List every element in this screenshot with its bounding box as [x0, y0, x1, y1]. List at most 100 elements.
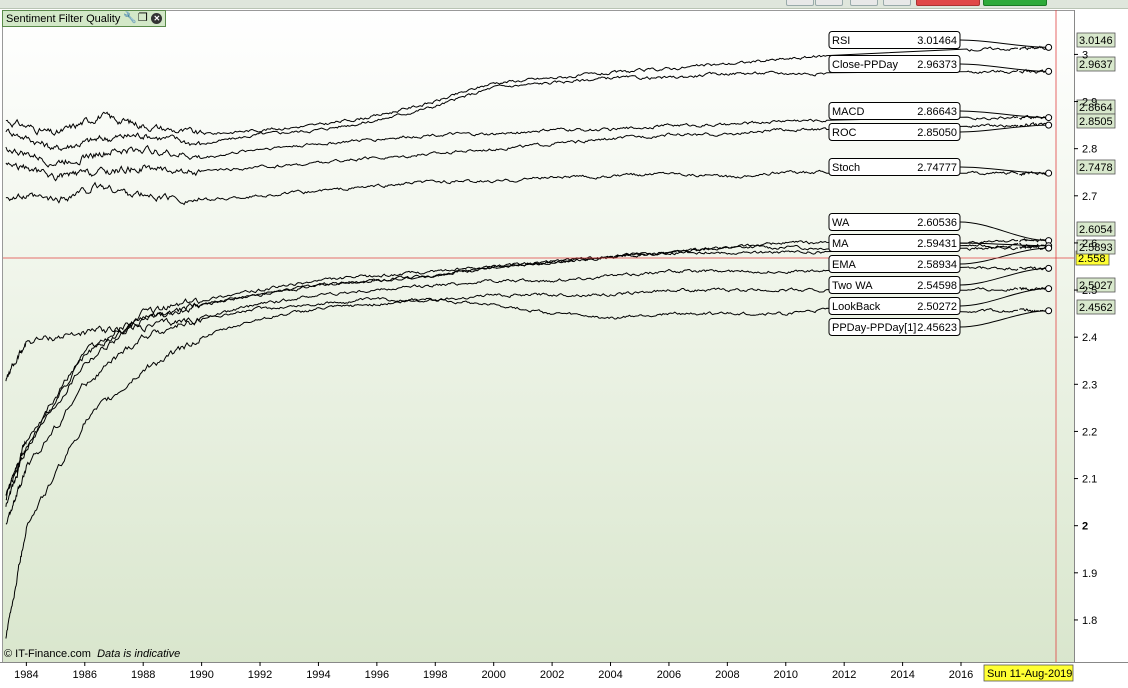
x-tick-labels: 1984 1986 1988 1990 1992 1994 1996 1998 2000 2002… — [14, 662, 973, 681]
series-end-point[interactable] — [1045, 67, 1053, 75]
legend-series-name: PPDay-PPDay[1] — [832, 322, 916, 334]
x-tick-label: 2014 — [890, 669, 914, 681]
series-end-point[interactable] — [1045, 307, 1053, 315]
axis-value-label: 2.5893 — [1079, 242, 1113, 254]
legend-box[interactable] — [828, 31, 961, 49]
x-tick-label: 2016 — [949, 669, 973, 681]
y-tick-label: 2.3 — [1082, 379, 1097, 391]
series-end-point[interactable] — [1045, 285, 1053, 293]
series-end-point[interactable] — [1045, 169, 1053, 177]
panel-title-bar[interactable]: Sentiment Filter Quality 🔧 ❐ ✕ — [2, 10, 167, 27]
legend-box[interactable] — [828, 255, 961, 273]
series-line-10 — [5, 297, 1049, 382]
legend-box[interactable] — [828, 55, 961, 73]
x-tick-label: 1996 — [365, 669, 389, 681]
axis-value-label: 2.9637 — [1079, 59, 1113, 71]
x-tick-label: 2004 — [598, 669, 622, 681]
toolbar-button[interactable] — [786, 0, 814, 6]
axis-value-label: 2.4562 — [1079, 302, 1113, 314]
axis-value-label: 2.8505 — [1079, 116, 1113, 128]
y-tick-label: 2.7 — [1082, 191, 1097, 203]
disclaimer-text: Data is indicative — [97, 648, 181, 660]
y-tick-label: 1.9 — [1082, 568, 1097, 580]
chart-footer: © IT-Finance.com Data is indicative — [4, 648, 180, 660]
legend-box[interactable] — [828, 297, 961, 315]
x-tick-label: 2000 — [481, 669, 505, 681]
legend-box[interactable] — [828, 213, 961, 231]
series-line-9 — [5, 286, 1049, 639]
legend-series-name: RSI — [832, 35, 850, 47]
series-line-3 — [5, 121, 1049, 182]
y-tick-label: 1.8 — [1082, 615, 1097, 627]
axis-value-badge — [1076, 239, 1116, 255]
legend-series-value: 2.59431 — [917, 238, 957, 250]
legend-series-name: LookBack — [832, 301, 881, 313]
series-end-point[interactable] — [1045, 114, 1053, 122]
series-line-8 — [5, 266, 1049, 525]
x-tick-label: 1998 — [423, 669, 447, 681]
axis-value-label: 2.6054 — [1079, 224, 1113, 236]
series-end-point[interactable] — [1045, 264, 1053, 272]
axis-value-label: 2.7478 — [1079, 162, 1113, 174]
series-end-point[interactable] — [1045, 121, 1053, 129]
legend-series-value: 2.60536 — [917, 217, 957, 229]
buy-button[interactable] — [983, 0, 1047, 6]
legend-box[interactable] — [828, 123, 961, 141]
y-tick-label: 2.5 — [1082, 285, 1097, 297]
legend-series-name: ROC — [832, 127, 857, 139]
legend-box[interactable] — [828, 102, 961, 120]
legend-series-name: MACD — [832, 106, 864, 118]
x-axis[interactable] — [0, 662, 1128, 688]
legend-series-name: EMA — [832, 259, 857, 271]
toolbar-button[interactable] — [883, 0, 911, 6]
legend-box[interactable] — [828, 158, 961, 176]
x-tick-label: 2012 — [832, 669, 856, 681]
series-line-4 — [5, 166, 1049, 206]
series-line-2 — [5, 110, 1049, 168]
top-toolbar-strip — [0, 0, 1128, 9]
y-tick-label: 2.9 — [1082, 97, 1097, 109]
y-tick-labels: 1.8 1.9 2 2.1 2.2 2.3 2.4 2.5 2.6 2.7 2.8 2.9 3 — [1074, 49, 1097, 627]
legend-series-name: Stoch — [832, 162, 860, 174]
legend-labels: RSI 3.01464 3.0146 Close-PPDay 2.96373 2.9637… — [828, 31, 1116, 336]
copyright-text: © IT-Finance.com — [4, 648, 91, 660]
x-tick-label: 2010 — [774, 669, 798, 681]
legend-series-value: 2.54598 — [917, 280, 957, 292]
legend-series-name: Two WA — [832, 280, 873, 292]
panel-title: Sentiment Filter Quality — [6, 12, 121, 25]
y-tick-label: 2.4 — [1082, 332, 1097, 344]
series-end-point[interactable] — [1045, 244, 1053, 252]
toolbar-button[interactable] — [850, 0, 878, 6]
x-tick-label: 1992 — [248, 669, 272, 681]
y-tick-label: 2 — [1082, 521, 1088, 533]
series-line-7 — [5, 245, 1049, 501]
crosshair: 2.558 Sun 11-Aug-2019 — [3, 10, 1110, 682]
y-tick-label: 3 — [1082, 49, 1088, 61]
legend-box[interactable] — [828, 234, 961, 252]
restore-window-icon[interactable]: ❐ — [137, 12, 148, 24]
legend-series-value: 2.58934 — [917, 259, 957, 271]
close-icon[interactable]: ✕ — [151, 13, 163, 24]
toolbar-button[interactable] — [815, 0, 843, 6]
legend-series-value: 2.96373 — [917, 59, 957, 71]
axis-value-badge — [1076, 32, 1116, 48]
axis-value-badge — [1076, 113, 1116, 129]
sell-button[interactable] — [916, 0, 980, 6]
series-line-0 — [5, 39, 1049, 136]
x-tick-label: 2008 — [715, 669, 739, 681]
legend-box[interactable] — [828, 276, 961, 294]
legend-series-value: 2.85050 — [917, 127, 957, 139]
legend-series-value: 2.86643 — [917, 106, 957, 118]
axis-value-badge — [1076, 277, 1116, 293]
x-tick-label: 2002 — [540, 669, 564, 681]
y-tick-label: 2.6 — [1082, 238, 1097, 250]
wrench-icon[interactable]: 🔧 — [123, 12, 138, 24]
series-end-point[interactable] — [1045, 43, 1053, 51]
legend-series-value: 2.45623 — [917, 322, 957, 334]
x-tick-label: 1994 — [306, 669, 330, 681]
legend-series-name: MA — [832, 238, 849, 250]
legend-box[interactable] — [828, 318, 961, 336]
x-tick-label: 1990 — [189, 669, 213, 681]
x-tick-label: 1984 — [14, 669, 38, 681]
